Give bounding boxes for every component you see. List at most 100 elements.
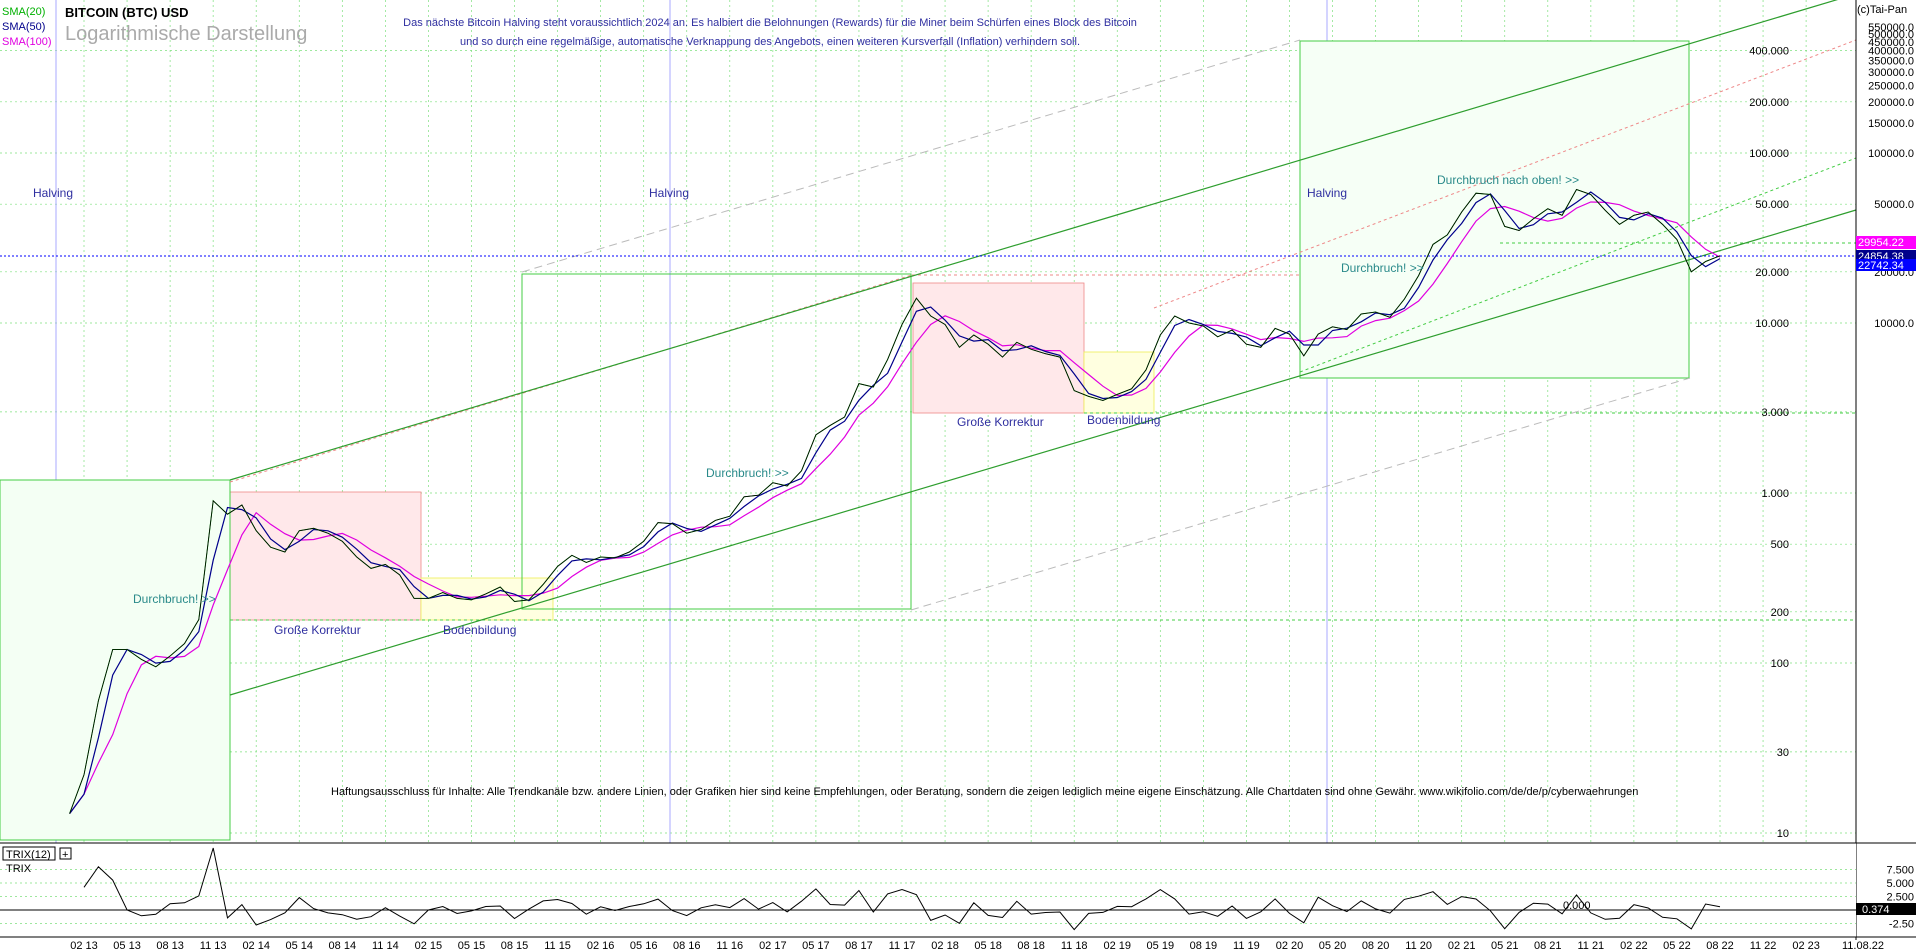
grey-channel-bottom bbox=[910, 377, 1691, 611]
price-tag-3-text: 22742.34 bbox=[1858, 260, 1904, 272]
y-tick-label: 10.000 bbox=[1755, 318, 1789, 330]
y-tick-label: 200.000 bbox=[1749, 97, 1789, 109]
green-box-0 bbox=[0, 479, 231, 841]
x-tick-label: 11 17 bbox=[889, 940, 916, 952]
sma20-label: SMA(20) bbox=[2, 6, 45, 18]
trix-tick-label: 5.000 bbox=[1886, 878, 1914, 890]
x-tick-label: 02 14 bbox=[242, 940, 270, 952]
copyright-label: (c)Tai-Pan bbox=[1857, 4, 1907, 16]
trix-line bbox=[83, 847, 1721, 931]
trix-name: TRIX(12) bbox=[6, 849, 51, 861]
y-tick-label: 50.000 bbox=[1755, 199, 1789, 211]
green-box-1 bbox=[521, 273, 912, 610]
price-series bbox=[69, 188, 1721, 814]
x-tick-label: 05 21 bbox=[1491, 940, 1519, 952]
x-tick-label: 02 21 bbox=[1448, 940, 1476, 952]
x-tick-label: 08 20 bbox=[1362, 940, 1390, 952]
y-tick-label: 20.000 bbox=[1755, 267, 1789, 279]
breakout-label-1: Durchbruch! >> bbox=[133, 592, 216, 606]
x-tick-label: 08 15 bbox=[501, 940, 529, 952]
x-tick-label: 02 18 bbox=[931, 940, 959, 952]
x-tick-label: 11 13 bbox=[200, 940, 227, 952]
x-tick-label: 08 22 bbox=[1706, 940, 1734, 952]
trix-current-value: 0.374 bbox=[1862, 904, 1890, 916]
y-tick-label: 1.000 bbox=[1761, 488, 1789, 500]
green-box-2 bbox=[1299, 40, 1690, 379]
y-tick-label: 10 bbox=[1777, 828, 1789, 840]
bottom-box-1 bbox=[420, 577, 554, 621]
x-tick-label: 02 17 bbox=[759, 940, 787, 952]
grey-channel-top bbox=[521, 39, 1301, 273]
x-tick-label: 05 15 bbox=[458, 940, 486, 952]
x-tick-label: 11 20 bbox=[1405, 940, 1432, 952]
y-tick-label: 30 bbox=[1777, 747, 1789, 759]
x-tick-label: 11 16 bbox=[716, 940, 743, 952]
x-tick-label: 08 21 bbox=[1534, 940, 1562, 952]
x-tick-label: 08 14 bbox=[329, 940, 357, 952]
breakout-label-3: Durchbruch! >> bbox=[1341, 261, 1424, 275]
trix-current-tag bbox=[1856, 903, 1916, 915]
x-tick-label: 08 17 bbox=[845, 940, 873, 952]
x-tick-label: 05 19 bbox=[1147, 940, 1175, 952]
x-tick-label: 05 22 bbox=[1663, 940, 1691, 952]
x-tick-label: 11 21 bbox=[1577, 940, 1604, 952]
x-tick-label: 08 18 bbox=[1017, 940, 1045, 952]
x-tick-label: 08 16 bbox=[673, 940, 701, 952]
price-line bbox=[69, 189, 1721, 814]
red-dotted-trend bbox=[1153, 39, 1857, 309]
sma100-line bbox=[69, 201, 1721, 814]
right-y-tick-label: 10000.0 bbox=[1874, 318, 1914, 330]
bottom-label-2: Bodenbildung bbox=[1087, 413, 1160, 427]
chart-subtitle: Logarithmische Darstellung bbox=[65, 23, 307, 45]
right-y-tick-label: 50000.0 bbox=[1874, 199, 1914, 211]
y-tick-label: 400.000 bbox=[1749, 46, 1789, 58]
bottom-label-1: Bodenbildung bbox=[443, 623, 516, 637]
x-tick-label: 02 22 bbox=[1620, 940, 1648, 952]
x-tick-label: 05 16 bbox=[630, 940, 658, 952]
x-tick-label: 02 20 bbox=[1276, 940, 1304, 952]
note-line-1: Das nächste Bitcoin Halving steht voraus… bbox=[403, 17, 1137, 29]
trix-tick-label: 7.500 bbox=[1886, 865, 1914, 877]
x-tick-label: 11 15 bbox=[544, 940, 571, 952]
halving-label-1: Halving bbox=[33, 186, 73, 200]
y-axis-ticks: 10 30 100 200 500 1.000 3.000 10.000 20.000 50.00… bbox=[1749, 46, 1789, 840]
right-y-tick-label: 300000.0 bbox=[1868, 67, 1914, 79]
x-tick-label: 02 16 bbox=[587, 940, 615, 952]
plus-icon: + bbox=[62, 849, 68, 861]
x-tick-label: 05 20 bbox=[1319, 940, 1347, 952]
trix-add-button[interactable] bbox=[59, 847, 72, 860]
x-tick-label: 11 19 bbox=[1233, 940, 1260, 952]
trix-line-label: TRIX bbox=[6, 863, 32, 875]
bottom-box-2 bbox=[1083, 351, 1155, 414]
right-y-tick-label: 250000.0 bbox=[1868, 80, 1914, 92]
y-tick-label: 100 bbox=[1771, 658, 1789, 670]
sma50-line bbox=[69, 191, 1721, 814]
correction-box-1 bbox=[229, 491, 422, 621]
price-tag-1-text: 29954.22 bbox=[1858, 237, 1904, 249]
trix-tick-label: -2.50 bbox=[1889, 919, 1914, 931]
x-tick-label: 05 14 bbox=[285, 940, 313, 952]
x-tick-label: 08 19 bbox=[1190, 940, 1218, 952]
correction-label-2: Große Korrektur bbox=[957, 415, 1044, 429]
halving-label-3: Halving bbox=[1307, 186, 1347, 200]
disclaimer-text: Haftungsausschluss für Inhalte: Alle Tre… bbox=[331, 786, 1638, 798]
x-tick-label: 05 13 bbox=[113, 940, 141, 952]
trix-name-box[interactable] bbox=[2, 846, 56, 861]
trix-panel bbox=[0, 843, 1856, 937]
halving-label-2: Halving bbox=[649, 186, 689, 200]
y-tick-label: 500 bbox=[1771, 539, 1789, 551]
breakout-up-label: Durchbruch nach oben! >> bbox=[1437, 173, 1579, 187]
x-tick-label: 02 13 bbox=[70, 940, 98, 952]
right-y-tick-label: 100000.0 bbox=[1868, 148, 1914, 160]
chart-title: BITCOIN (BTC) USD bbox=[65, 5, 189, 20]
x-tick-label: 05 17 bbox=[802, 940, 830, 952]
y-tick-label: 200 bbox=[1771, 607, 1789, 619]
right-y-tick-label: 500000.0 bbox=[1868, 29, 1914, 41]
x-tick-label: 02 19 bbox=[1103, 940, 1131, 952]
y-tick-label: 100.000 bbox=[1749, 148, 1789, 160]
x-tick-label: 11 18 bbox=[1061, 940, 1088, 952]
x-tick-label: 02 23 bbox=[1792, 940, 1820, 952]
sma100-label: SMA(100) bbox=[2, 36, 52, 48]
x-axis-end-date: 11.08.22 bbox=[1842, 940, 1884, 952]
